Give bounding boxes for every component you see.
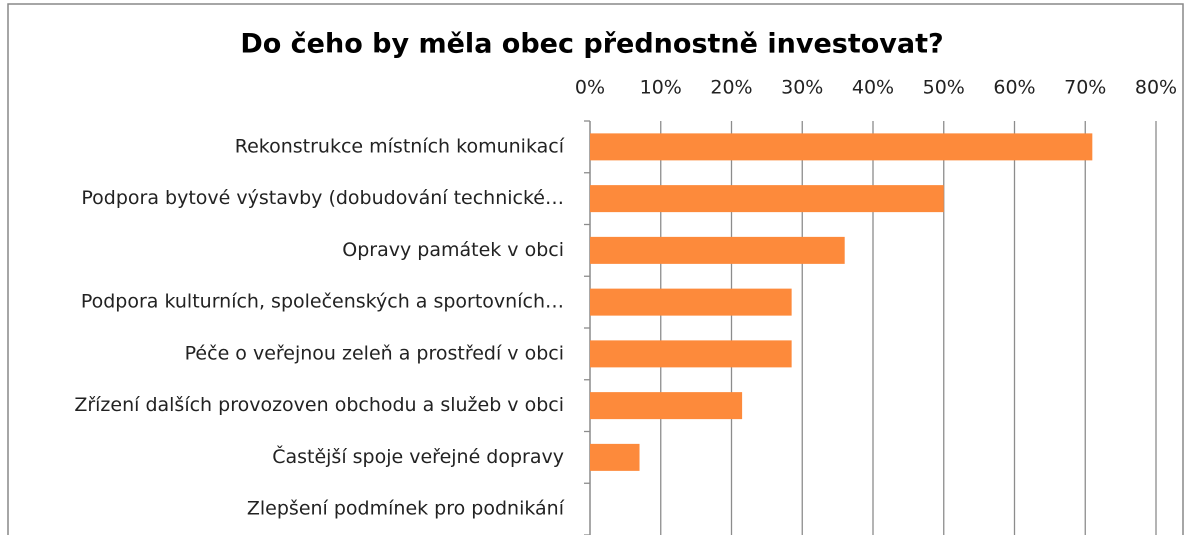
bar (590, 443, 640, 471)
bar (590, 236, 845, 264)
x-tick-label: 30% (781, 77, 823, 99)
chart-title: Do čeho by měla obec přednostně investov… (240, 29, 943, 60)
y-tick-label: Opravy památek v obci (342, 239, 564, 261)
x-tick-label: 50% (923, 77, 965, 99)
y-tick-label: Zřízení dalších provozoven obchodu a slu… (74, 394, 564, 416)
y-tick-label: Častější spoje veřejné dopravy (272, 444, 564, 468)
x-tick-label: 10% (640, 77, 682, 99)
bar (590, 185, 944, 213)
y-tick-label: Podpora bytové výstavby (dobudování tech… (81, 187, 564, 209)
x-tick-label: 40% (852, 77, 894, 99)
y-tick-label: Zlepšení podmínek pro podnikání (247, 498, 565, 520)
x-tick-label: 60% (993, 77, 1035, 99)
x-tick-label: 70% (1064, 77, 1106, 99)
x-tick-label: 0% (575, 77, 605, 99)
bar (590, 392, 743, 420)
y-tick-label: Podpora kulturních, společenských a spor… (81, 291, 564, 313)
x-tick-label: 80% (1135, 77, 1177, 99)
bar (590, 133, 1093, 161)
x-tick-label: 20% (710, 77, 752, 99)
bar (590, 340, 792, 368)
y-tick-label: Péče o veřejnou zeleň a prostředí v obci (185, 342, 564, 364)
bar (590, 288, 792, 316)
y-tick-label: Rekonstrukce místních komunikací (235, 135, 565, 157)
